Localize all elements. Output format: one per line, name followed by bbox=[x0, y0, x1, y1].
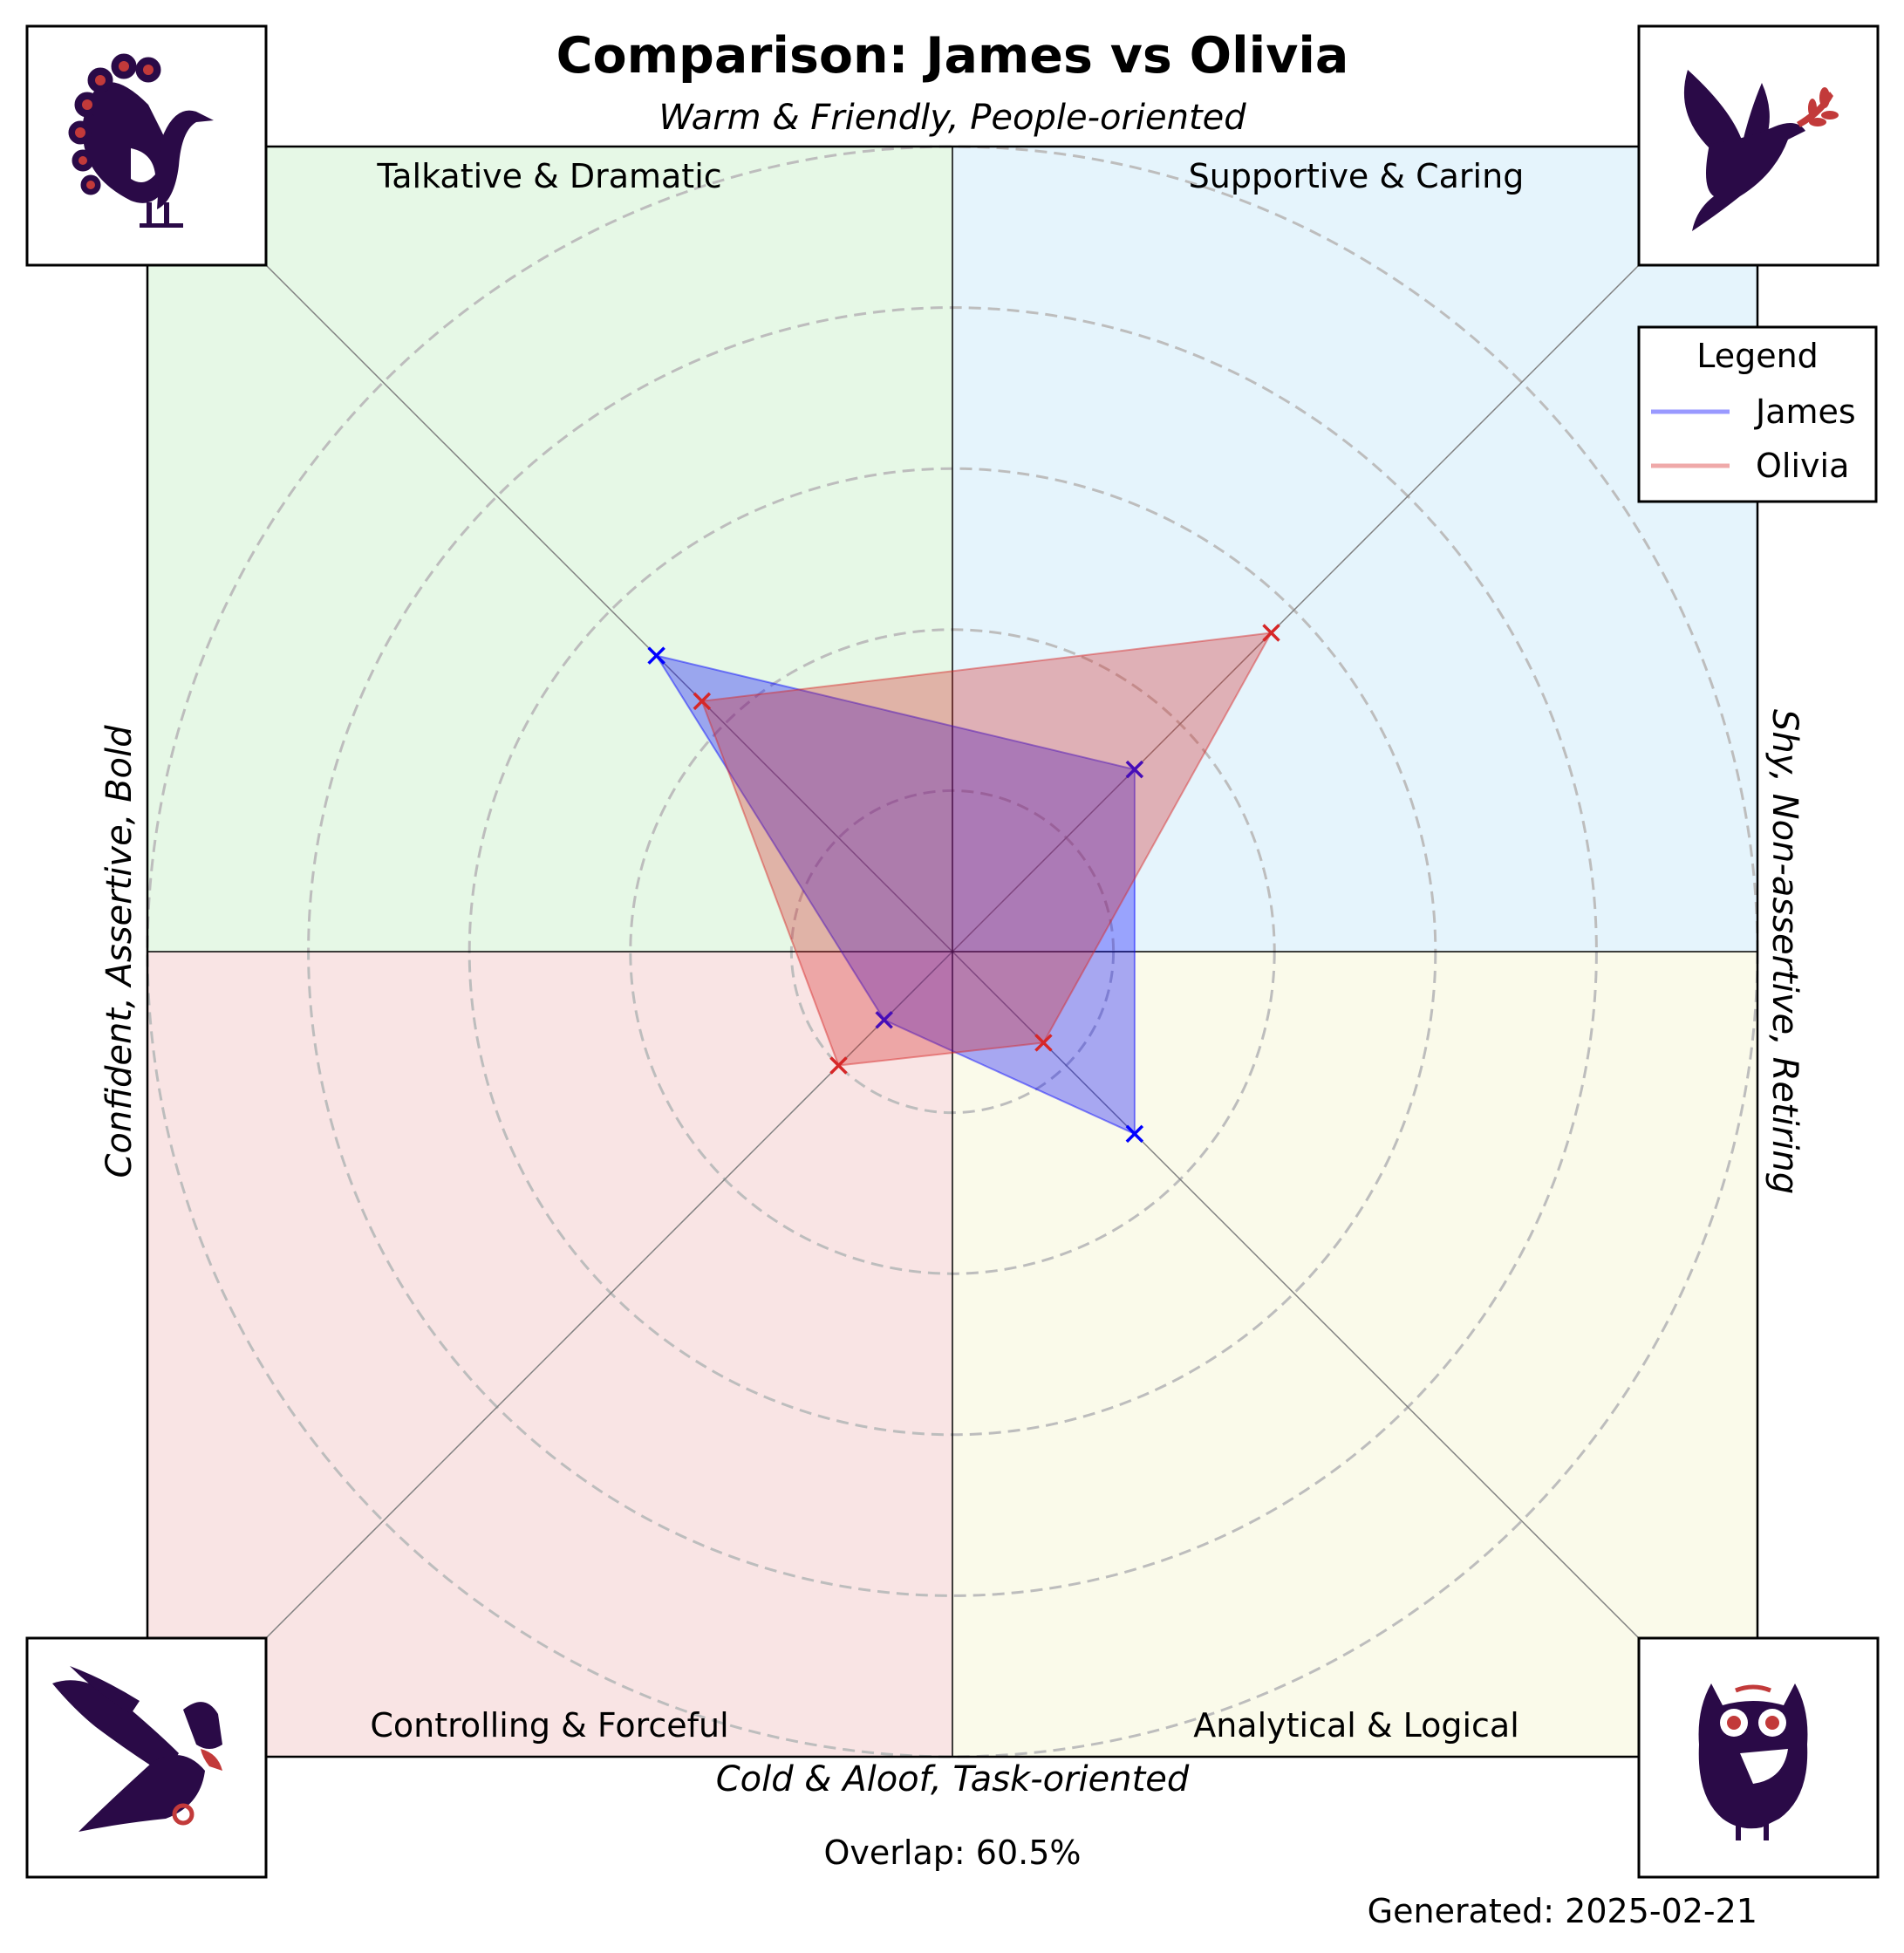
eagle-icon bbox=[25, 1636, 268, 1879]
owl-icon bbox=[1637, 1636, 1880, 1879]
axis-label-top: Warm & Friendly, People-oriented bbox=[659, 98, 1246, 138]
chart-title: Comparison: James vs Olivia bbox=[556, 27, 1349, 85]
dove-icon bbox=[1637, 24, 1880, 267]
data-point-james-4 bbox=[1125, 1124, 1144, 1144]
legend-label-james: James bbox=[1754, 393, 1856, 431]
quadrant-label-bottom-right: Analytical & Logical bbox=[1193, 1706, 1519, 1745]
data-point-olivia-1 bbox=[1262, 624, 1280, 642]
overlap-label: Overlap: 60.5% bbox=[824, 1833, 1082, 1872]
generated-label: Generated: 2025-02-21 bbox=[1368, 1892, 1757, 1930]
axis-label-bottom: Cold & Aloof, Task-oriented bbox=[716, 1759, 1190, 1799]
data-point-james-1 bbox=[1125, 760, 1144, 779]
data-point-olivia-2 bbox=[693, 692, 712, 711]
plot-frame bbox=[146, 145, 1759, 1758]
legend-title: Legend bbox=[1696, 337, 1819, 375]
legend: Legend James Olivia bbox=[1637, 325, 1878, 503]
data-point-olivia-3 bbox=[829, 1056, 848, 1075]
axis-label-right: Shy, Non-assertive, Retiring bbox=[1764, 709, 1805, 1194]
quadrant-label-top-right: Supportive & Caring bbox=[1189, 157, 1525, 195]
data-point-james-2 bbox=[647, 646, 665, 665]
series-layer bbox=[647, 624, 1280, 1144]
legend-box bbox=[1637, 325, 1878, 503]
peacock-icon bbox=[25, 24, 268, 267]
quadrant-label-bottom-left: Controlling & Forceful bbox=[370, 1706, 728, 1745]
quadrant-label-top-left: Talkative & Dramatic bbox=[376, 157, 721, 195]
data-point-olivia-4 bbox=[1034, 1034, 1053, 1052]
data-point-james-3 bbox=[875, 1011, 893, 1029]
axis-label-left: Confident, Assertive, Bold bbox=[99, 725, 140, 1178]
legend-label-olivia: Olivia bbox=[1756, 447, 1849, 485]
